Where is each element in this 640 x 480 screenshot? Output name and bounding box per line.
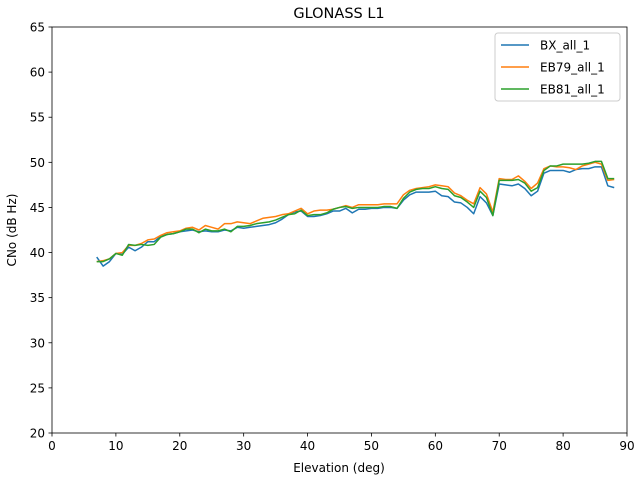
plot-frame [51, 26, 628, 434]
x-tick-label: 0 [48, 439, 56, 453]
legend-box [494, 32, 621, 102]
legend-label-EB79_all_1: EB79_all_1 [540, 61, 605, 75]
x-tick-label: 40 [300, 439, 315, 453]
y-tick-label: 40 [30, 246, 45, 260]
y-tick-label: 60 [30, 66, 45, 80]
legend-label-EB81_all_1: EB81_all_1 [540, 83, 605, 97]
y-tick-label: 25 [30, 381, 45, 395]
x-tick-label: 30 [236, 439, 251, 453]
y-tick-label: 55 [30, 111, 45, 125]
y-axis-label: CNo (dB Hz) [5, 194, 19, 267]
y-tick-label: 35 [30, 291, 45, 305]
series-line-BX_all_1 [96, 166, 615, 267]
legend-label-BX_all_1: BX_all_1 [540, 39, 590, 53]
y-tick-label: 30 [30, 336, 45, 350]
x-tick-label: 90 [619, 439, 634, 453]
x-axis: 0 10 20 30 40 50 60 70 80 90 [48, 433, 635, 453]
x-tick-label: 20 [172, 439, 187, 453]
y-tick-label: 50 [30, 156, 45, 170]
legend: BX_all_1 EB79_all_1 EB81_all_1 [494, 32, 621, 102]
x-tick-label: 60 [428, 439, 443, 453]
y-tick-label: 45 [30, 201, 45, 215]
x-tick-label: 70 [492, 439, 507, 453]
y-tick-label: 65 [30, 21, 45, 35]
x-tick-label: 10 [108, 439, 123, 453]
chart-title: GLONASS L1 [293, 6, 384, 22]
x-tick-label: 80 [555, 439, 570, 453]
series-line-EB79_all_1 [96, 161, 615, 263]
plot-area [51, 26, 628, 434]
y-tick-label: 20 [30, 427, 45, 441]
x-tick-label: 50 [364, 439, 379, 453]
y-axis: 20 25 30 35 40 45 50 55 60 65 [30, 21, 52, 441]
series-line-EB81_all_1 [96, 160, 615, 263]
x-axis-label: Elevation (deg) [293, 461, 385, 475]
